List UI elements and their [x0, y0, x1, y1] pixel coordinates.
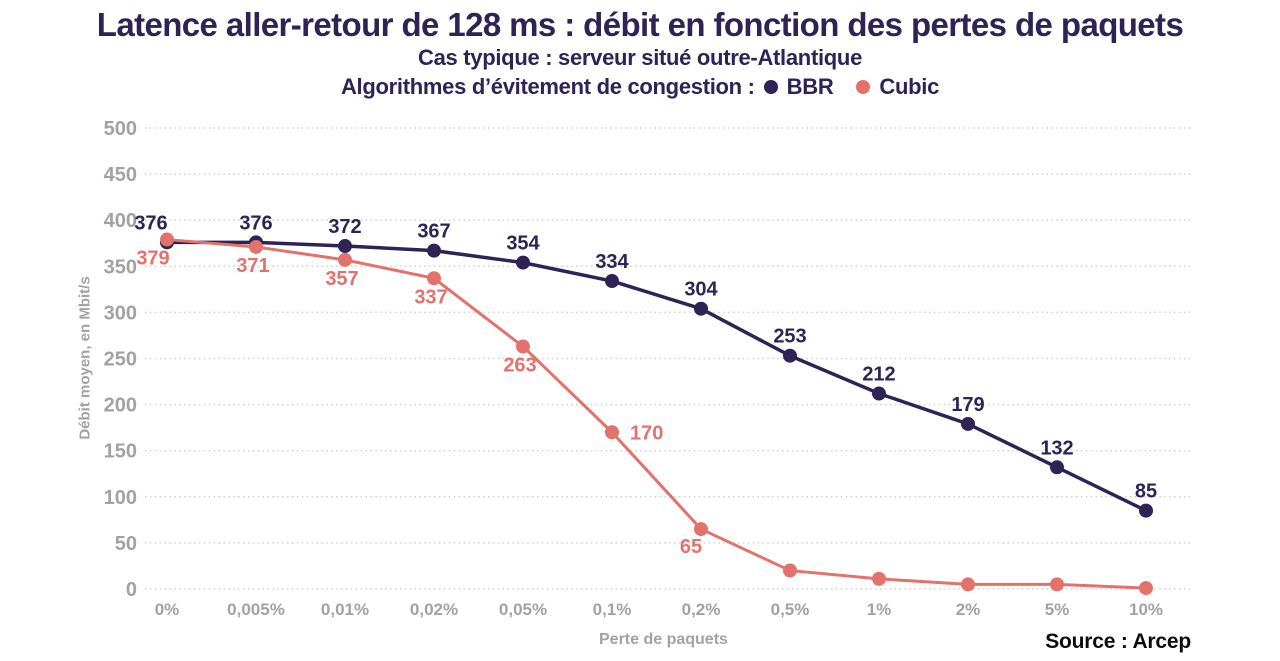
- cubic-point-label: 371: [236, 255, 269, 277]
- legend: Algorithmes d’évitement de congestion : …: [0, 74, 1280, 100]
- cubic-point-label: 379: [136, 248, 169, 270]
- y-tick-label: 250: [104, 349, 137, 371]
- x-tick-label: 10%: [1129, 600, 1163, 619]
- y-tick-label: 150: [104, 441, 137, 463]
- bbr-point-label: 85: [1135, 481, 1157, 503]
- legend-dot-cubic-icon: [856, 80, 871, 95]
- bbr-line: [165, 240, 1148, 513]
- x-axis-title: Perte de paquets: [599, 631, 728, 648]
- bbr-point-label: 132: [1040, 437, 1073, 459]
- y-tick-label: 450: [104, 164, 137, 186]
- x-tick-label: 0,02%: [410, 600, 458, 619]
- y-tick-label: 350: [104, 256, 137, 278]
- cubic-data-point: [783, 563, 797, 578]
- bbr-data-point: [338, 239, 352, 254]
- bbr-data-point: [605, 274, 619, 289]
- bbr-point-label: 372: [328, 216, 361, 238]
- x-tick-label: 0%: [155, 600, 180, 619]
- bbr-point-label: 367: [417, 221, 450, 243]
- legend-prefix: Algorithmes d’évitement de congestion :: [340, 74, 755, 100]
- bbr-point-label: 376: [134, 212, 167, 234]
- cubic-point-label: 170: [630, 422, 663, 444]
- page-title: Latence aller-retour de 128 ms : débit e…: [96, 6, 1184, 43]
- legend-label-cubic: Cubic: [879, 74, 940, 100]
- y-tick-label: 0: [126, 579, 137, 601]
- bbr-point-label: 354: [506, 233, 540, 255]
- y-tick-label: 50: [115, 533, 137, 555]
- bbr-point-label: 179: [951, 394, 984, 416]
- legend-label-bbr: BBR: [786, 74, 834, 100]
- cubic-point-label: 337: [414, 286, 447, 308]
- bbr-point-label: 304: [684, 279, 718, 301]
- legend-dot-bbr-icon: [763, 80, 778, 95]
- bbr-data-point: [961, 416, 975, 431]
- x-tick-label: 2%: [956, 600, 981, 619]
- cubic-line: [165, 238, 1148, 590]
- bbr-point-label: 376: [239, 212, 272, 234]
- cubic-point-label: 65: [680, 536, 702, 558]
- x-tick-label: 5%: [1045, 600, 1070, 619]
- y-tick-label: 500: [104, 118, 137, 140]
- cubic-data-point: [872, 571, 886, 586]
- x-tick-label: 1%: [867, 600, 892, 619]
- bbr-data-point: [872, 386, 886, 401]
- cubic-point-label: 263: [503, 355, 536, 377]
- x-tick-label: 0,5%: [771, 600, 810, 619]
- cubic-data-point: [961, 577, 975, 592]
- cubic-data-point: [1050, 577, 1064, 592]
- y-tick-label: 400: [104, 210, 137, 232]
- cubic-data-point: [249, 239, 263, 254]
- cubic-data-point: [427, 271, 441, 286]
- cubic-point-label: 357: [325, 268, 358, 290]
- x-tick-label: 0,1%: [593, 600, 632, 619]
- bbr-point-label: 253: [773, 326, 806, 348]
- bbr-data-point: [694, 301, 708, 316]
- y-tick-label: 100: [104, 487, 137, 509]
- bbr-point-label: 334: [595, 251, 629, 273]
- chart-header: Latence aller-retour de 128 ms : débit e…: [0, 0, 1280, 100]
- y-tick-label: 200: [104, 395, 137, 417]
- bbr-data-point: [1050, 460, 1064, 475]
- cubic-data-point: [694, 522, 708, 537]
- bbr-data-point: [783, 348, 797, 363]
- source-label: Source : Arcep: [1045, 630, 1191, 653]
- chart-subtitle: Cas typique : serveur situé outre-Atlant…: [418, 45, 862, 71]
- bbr-data-point: [1139, 503, 1153, 518]
- y-axis-title: Débit moyen, en Mbit/s: [76, 276, 94, 440]
- cubic-data-point: [160, 232, 174, 247]
- x-tick-label: 0,2%: [682, 600, 721, 619]
- cubic-data-point: [338, 252, 352, 267]
- x-tick-label: 0,005%: [227, 600, 285, 619]
- cubic-data-point: [605, 425, 619, 440]
- cubic-data-point: [516, 339, 530, 354]
- bbr-data-point: [427, 243, 441, 258]
- bbr-data-point: [516, 255, 530, 270]
- y-tick-label: 300: [104, 302, 137, 324]
- x-tick-label: 0,05%: [499, 600, 547, 619]
- bbr-point-label: 212: [862, 364, 895, 386]
- cubic-data-point: [1139, 581, 1153, 596]
- x-tick-label: 0,01%: [321, 600, 369, 619]
